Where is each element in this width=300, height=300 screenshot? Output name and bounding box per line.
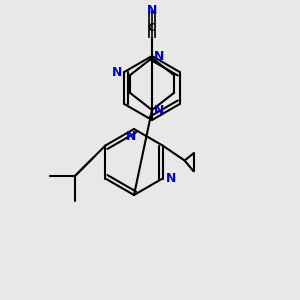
Text: N: N: [154, 50, 164, 64]
Text: C: C: [148, 23, 156, 33]
Text: N: N: [126, 130, 136, 143]
Text: N: N: [147, 4, 157, 16]
Text: N: N: [154, 104, 164, 118]
Text: N: N: [112, 65, 122, 79]
Text: N: N: [165, 172, 176, 185]
